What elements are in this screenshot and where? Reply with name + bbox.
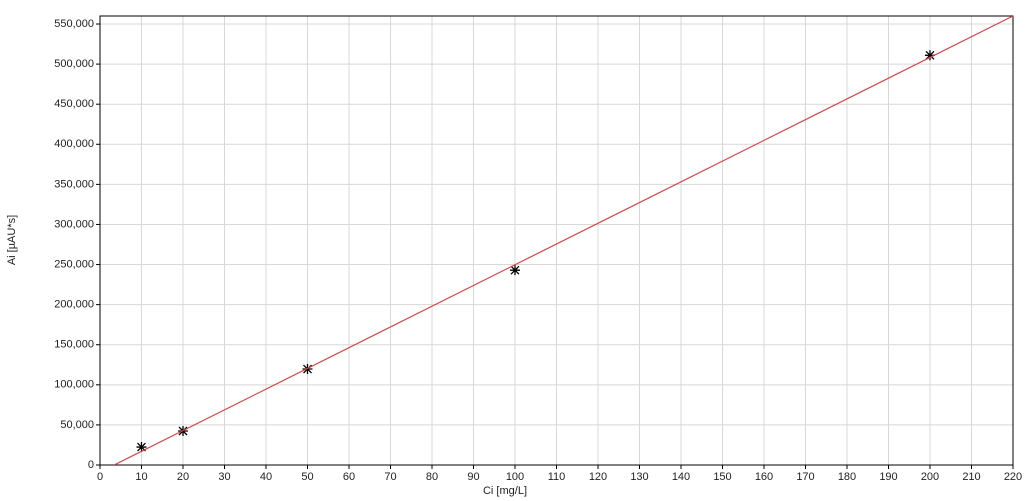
x-tick-label: 40: [260, 471, 272, 483]
x-tick-label: 170: [796, 471, 814, 483]
x-tick-label: 10: [135, 471, 147, 483]
x-tick-label: 80: [426, 471, 438, 483]
y-tick-label: 400,000: [54, 138, 94, 150]
x-tick-label: 0: [97, 471, 103, 483]
x-tick-label: 210: [962, 471, 980, 483]
x-tick-label: 220: [1004, 471, 1022, 483]
data-point: [925, 50, 935, 61]
x-axis-label: Ci [mg/L]: [483, 485, 527, 497]
y-tick-label: 250,000: [54, 258, 94, 270]
y-tick-label: 0: [88, 459, 94, 471]
y-tick-label: 500,000: [54, 58, 94, 70]
x-tick-label: 140: [672, 471, 690, 483]
y-axis-label: Ai [µAU*s]: [6, 215, 18, 265]
x-tick-label: 130: [630, 471, 648, 483]
x-tick-label: 190: [879, 471, 897, 483]
x-tick-label: 70: [384, 471, 396, 483]
x-tick-label: 150: [713, 471, 731, 483]
y-tick-label: 100,000: [54, 379, 94, 391]
x-tick-label: 20: [177, 471, 189, 483]
x-tick-label: 200: [921, 471, 939, 483]
x-tick-label: 100: [506, 471, 524, 483]
fit-line: [113, 16, 1013, 465]
x-tick-label: 180: [838, 471, 856, 483]
data-point: [136, 442, 147, 453]
y-tick-label: 450,000: [54, 98, 94, 110]
y-tick-label: 350,000: [54, 178, 94, 190]
x-tick-label: 50: [301, 471, 313, 483]
x-tick-label: 120: [589, 471, 607, 483]
x-tick-label: 110: [548, 471, 566, 483]
plot-area: [113, 16, 1013, 465]
x-tick-label: 30: [218, 471, 230, 483]
y-tick-label: 550,000: [54, 18, 94, 30]
y-tick-label: 300,000: [54, 218, 94, 230]
y-tick-label: 200,000: [54, 299, 94, 311]
x-tick-label: 60: [343, 471, 355, 483]
x-tick-label: 160: [755, 471, 773, 483]
y-tick-label: 50,000: [60, 419, 94, 431]
y-tick-label: 150,000: [54, 339, 94, 351]
plot-border: [99, 15, 1014, 466]
data-point: [510, 265, 520, 276]
x-tick-label: 90: [467, 471, 479, 483]
